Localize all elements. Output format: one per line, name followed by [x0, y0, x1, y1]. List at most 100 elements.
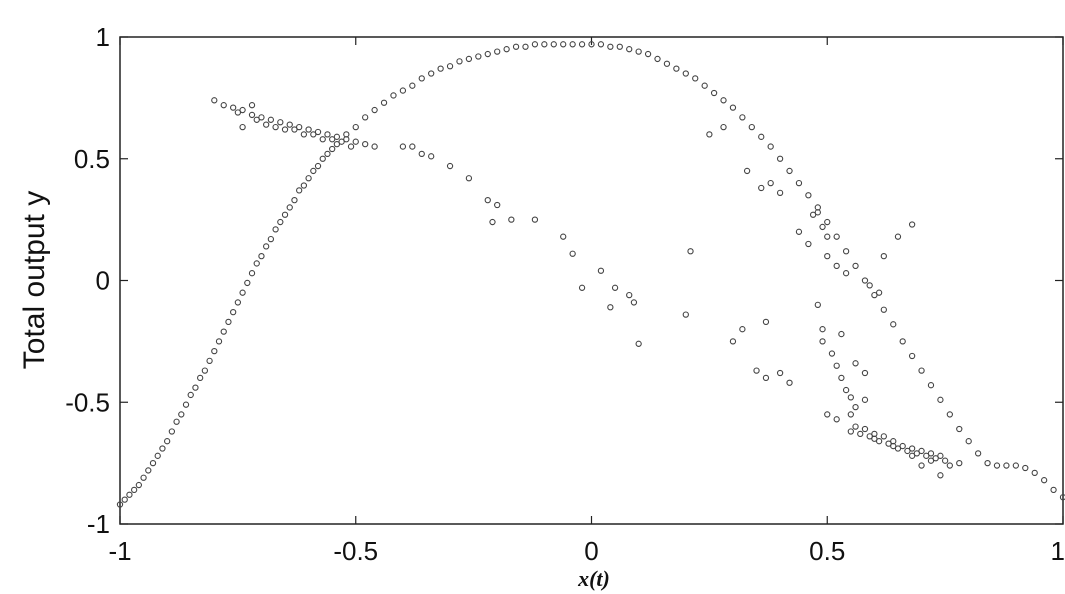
y-tick-label: 1	[96, 22, 110, 52]
x-axis-label: x(t)	[577, 566, 610, 591]
data-point	[819, 338, 826, 345]
data-point	[927, 457, 935, 464]
data-point	[310, 131, 317, 138]
data-point	[885, 440, 892, 447]
data-point	[626, 46, 633, 53]
data-point	[324, 131, 331, 138]
data-point	[201, 367, 209, 374]
data-point	[310, 167, 317, 175]
data-point	[277, 119, 284, 126]
data-point	[1040, 477, 1048, 484]
data-point	[253, 116, 260, 123]
data-point	[809, 211, 817, 218]
data-point	[347, 143, 355, 150]
data-point	[390, 92, 397, 99]
y-tick-label: -0.5	[65, 387, 110, 417]
data-point	[993, 462, 1001, 469]
y-tick-label: 0	[96, 266, 110, 296]
data-point	[154, 452, 161, 459]
data-point	[215, 338, 223, 345]
axis-ticks	[119, 36, 1064, 525]
data-point	[946, 411, 953, 418]
data-point	[776, 155, 784, 162]
data-point	[149, 459, 157, 467]
data-point	[291, 196, 298, 204]
data-point	[838, 374, 845, 382]
data-point	[409, 143, 416, 150]
data-point	[908, 452, 916, 459]
data-point	[720, 123, 727, 131]
data-point	[121, 496, 128, 503]
data-point	[847, 411, 854, 418]
data-point	[484, 50, 491, 58]
data-point	[329, 136, 336, 143]
data-point	[946, 462, 953, 469]
data-point	[1059, 494, 1065, 501]
data-point	[941, 457, 949, 464]
data-point	[130, 486, 138, 494]
data-point	[399, 143, 407, 150]
data-point	[833, 416, 840, 423]
data-point	[234, 299, 242, 306]
data-point	[913, 450, 920, 457]
data-point	[352, 123, 359, 131]
data-point	[762, 374, 770, 382]
data-point	[220, 102, 227, 109]
data-point	[805, 240, 812, 248]
data-point	[267, 116, 275, 123]
data-point	[758, 184, 765, 192]
data-point	[578, 284, 586, 291]
data-point	[1003, 462, 1010, 469]
data-point	[329, 145, 336, 153]
data-point	[663, 60, 671, 67]
data-point	[234, 109, 242, 116]
data-point	[857, 430, 864, 438]
data-point	[974, 450, 982, 457]
data-point	[296, 187, 303, 194]
data-point	[748, 123, 755, 131]
data-point	[206, 357, 213, 365]
data-point	[875, 289, 883, 296]
data-point	[1031, 469, 1038, 477]
data-point	[729, 104, 737, 111]
data-point	[852, 403, 859, 411]
data-point	[178, 411, 185, 418]
data-point	[126, 491, 133, 498]
data-point	[258, 252, 265, 260]
data-point	[319, 155, 326, 162]
data-point	[362, 114, 369, 121]
data-point	[828, 350, 836, 357]
data-point	[692, 75, 699, 82]
data-point	[616, 43, 623, 50]
x-tick-label: 0.5	[809, 536, 845, 566]
data-point	[263, 243, 270, 250]
data-point	[475, 53, 482, 60]
data-point	[805, 192, 812, 199]
data-point	[569, 250, 576, 257]
data-point	[244, 279, 251, 287]
data-point	[918, 462, 925, 469]
data-point	[550, 41, 557, 48]
data-point	[842, 270, 850, 277]
data-point	[267, 235, 275, 243]
data-point	[399, 87, 407, 94]
data-point	[984, 459, 991, 467]
data-point	[541, 41, 548, 48]
data-point	[937, 396, 944, 403]
data-point	[838, 330, 845, 338]
data-point	[682, 311, 689, 318]
data-point	[211, 347, 218, 355]
data-point	[531, 41, 539, 48]
data-point	[875, 438, 883, 445]
data-point	[866, 282, 873, 289]
data-point	[116, 501, 124, 508]
data-point	[140, 474, 147, 481]
data-point	[338, 138, 345, 145]
data-point	[894, 233, 902, 240]
data-point	[861, 396, 869, 403]
data-point	[319, 136, 326, 143]
data-point	[626, 291, 633, 299]
data-point	[187, 391, 194, 399]
data-point	[654, 55, 661, 63]
data-point	[776, 369, 784, 377]
